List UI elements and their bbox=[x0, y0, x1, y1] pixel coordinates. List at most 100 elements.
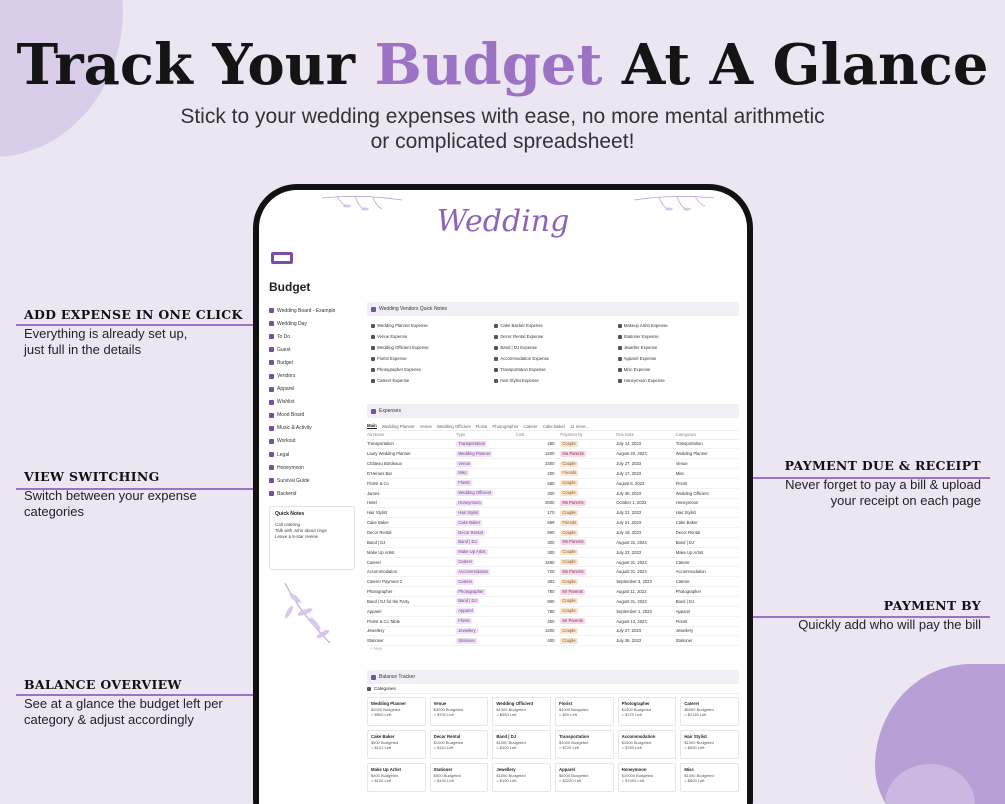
vendor-quick-note-label: Jeweller Expense bbox=[623, 345, 658, 350]
balance-card[interactable]: Apparel $4000 Budgeted = $3220 Left bbox=[555, 763, 614, 793]
table-row[interactable]: Band | DJ Band | DJ 300 Ms Parents August 31… bbox=[367, 537, 739, 548]
vendor-quick-note-button[interactable]: Honeymoon Expense bbox=[617, 375, 735, 386]
sidebar-item[interactable]: Apparel bbox=[269, 383, 355, 396]
balance-card[interactable]: Wedding Planner $2000 Budgeted = $800 Left bbox=[367, 697, 426, 727]
table-row[interactable]: Caterer Caterer 3490 Couple August 31, 2023 C… bbox=[367, 557, 739, 568]
balance-card[interactable]: Caterer $6000 Budgeted = $2118 Left bbox=[680, 697, 739, 727]
table-row[interactable]: James Wedding Officient 300 Couple July 30, … bbox=[367, 488, 739, 499]
balance-card[interactable]: Hair Stylist $1000 Budgeted = $830 Left bbox=[680, 730, 739, 760]
sidebar-item[interactable]: Music & Activity bbox=[269, 422, 355, 435]
table-row[interactable]: Accommodation Accommodation 720 Ms Parents A… bbox=[367, 566, 739, 578]
balance-card[interactable]: Transportation $1000 Budgeted = $720 Left bbox=[555, 730, 614, 760]
sidebar-item[interactable]: Vendors bbox=[269, 369, 355, 382]
view-tab[interactable]: Venue bbox=[419, 423, 432, 429]
view-tab[interactable]: Photographer bbox=[492, 423, 519, 429]
view-tab[interactable]: 11 more... bbox=[570, 423, 590, 429]
sidebar-item[interactable]: Guest bbox=[269, 343, 355, 356]
balance-card[interactable]: Venue $3000 Budgeted = $700 Left bbox=[429, 697, 489, 727]
view-tab[interactable]: Cake Baker bbox=[542, 423, 566, 429]
table-row[interactable]: Hair Stylist Hair Stylist 170 Couple July 21… bbox=[367, 507, 739, 519]
balance-card[interactable]: Decor Rental $1000 Budgeted = $110 Left bbox=[429, 730, 489, 760]
annotation-line bbox=[16, 694, 416, 696]
vendor-quick-note-button[interactable]: Caterer Expense bbox=[371, 375, 488, 386]
table-row[interactable]: D'Heroes Bar Misc 200 Friends July 17, 2023 M… bbox=[367, 468, 739, 479]
balance-card[interactable]: Cake Baker $500 Budgeted = $101 Left bbox=[367, 730, 426, 760]
table-row[interactable]: Caterer Payment 2 Caterer 382 Couple Septemb… bbox=[367, 576, 739, 588]
add-expense-button[interactable]: + New bbox=[370, 646, 382, 652]
table-row[interactable]: Make Up Artist Make Up Artist 300 Couple Jul… bbox=[367, 547, 739, 558]
table-cell: Mr Parents bbox=[560, 616, 617, 627]
sidebar-item[interactable]: Backend bbox=[269, 487, 355, 500]
sidebar-item[interactable]: Wishlist bbox=[269, 396, 355, 409]
sidebar-item[interactable]: Honeymoon bbox=[269, 461, 355, 474]
table-row[interactable]: Transportation Transportation 280 Couple Jul… bbox=[367, 439, 739, 450]
vendor-quick-note-button[interactable]: Cake Backer Expense bbox=[494, 320, 611, 331]
table-row[interactable]: Château Bordeaux Venue 2300 Couple July 27, … bbox=[367, 458, 739, 470]
sidebar-item[interactable]: Workout bbox=[269, 435, 355, 448]
vendor-quick-note-button[interactable]: Transportation Expense bbox=[494, 364, 611, 375]
table-row[interactable]: Florist & Co Table Florist 400 Mr Parents Au… bbox=[367, 616, 739, 627]
table-row[interactable]: Stationer Stationer 400 Couple July 26, 2023… bbox=[367, 635, 739, 647]
vendor-quick-note-button[interactable]: Decor Rental Expense bbox=[494, 331, 611, 342]
sidebar-item[interactable]: Survival Guide bbox=[269, 474, 355, 487]
view-tab[interactable]: Main bbox=[367, 423, 377, 429]
balance-card[interactable]: Accommodation $1500 Budgeted = $780 Left bbox=[617, 730, 677, 760]
sidebar-item[interactable]: Wedding Day bbox=[269, 317, 355, 330]
vendor-quick-note-label: Makeup Artist Expense bbox=[623, 323, 668, 328]
table-cell: Château Bordeaux bbox=[367, 458, 457, 470]
table-row[interactable]: Cake Baker Cake Baker 699 Friends July 21, 2… bbox=[367, 517, 739, 529]
balance-card[interactable]: Wedding Officient $1000 Budgeted = $650 Le… bbox=[492, 697, 551, 727]
vendor-quick-note-button[interactable]: Misc Expense bbox=[617, 364, 735, 375]
sidebar-item[interactable]: Mood Board bbox=[269, 409, 355, 422]
table-row[interactable]: Apparel Apparel 780 Couple September 1, 2023… bbox=[367, 606, 739, 617]
balance-card[interactable]: Photographer $1500 Budgeted = $720 Left bbox=[617, 697, 677, 727]
vendor-quick-note-button[interactable]: Florist Expense bbox=[371, 353, 488, 364]
table-cell: Misc bbox=[456, 468, 516, 479]
table-row[interactable]: Jewellery Jewellery 1400 Couple July 27, 202… bbox=[367, 626, 739, 637]
vendor-quick-note-button[interactable]: Venue Expense bbox=[371, 331, 488, 342]
vendor-quick-note-button[interactable]: Photographer Expense bbox=[371, 364, 488, 375]
vendor-quick-note-button[interactable]: Hair Stylist Expense bbox=[494, 375, 611, 386]
balance-categories-tab[interactable]: Categories bbox=[367, 684, 739, 695]
table-cell: James bbox=[367, 488, 457, 499]
table-cell: Transportation bbox=[675, 439, 739, 450]
balance-card[interactable]: Misc $1000 Budgeted = $800 Left bbox=[680, 763, 739, 793]
table-row[interactable]: Florist & Co Florist 580 Couple August 6, 20… bbox=[367, 478, 739, 489]
sidebar-item[interactable]: Wedding Board - Example bbox=[269, 304, 355, 317]
balance-card[interactable]: Band | DJ $1500 Budgeted = $400 Left bbox=[492, 730, 551, 760]
vendor-quick-note-button[interactable]: Accommodation Expense bbox=[494, 353, 611, 364]
table-cell: 720 bbox=[515, 566, 561, 578]
sidebar-item[interactable]: To Do bbox=[269, 330, 355, 343]
table-row[interactable]: Decor Rental Decor Rental 890 Couple July 18… bbox=[367, 527, 739, 538]
view-tab[interactable]: Florist bbox=[475, 423, 488, 429]
vendor-icon bbox=[617, 334, 622, 339]
headline: Track Your Budget At A Glance bbox=[0, 32, 1005, 98]
vendor-quick-note-button[interactable]: Band | DJ Expense bbox=[494, 342, 611, 353]
view-tab[interactable]: Wedding Officient bbox=[436, 423, 471, 429]
table-cell: 699 bbox=[515, 517, 561, 529]
payment-tag: Couple bbox=[560, 480, 578, 487]
balance-card[interactable]: Honeymoon $10000 Budgeted = $7400 Left bbox=[617, 763, 677, 793]
balance-card-name: Apparel bbox=[559, 767, 575, 773]
balance-card[interactable]: Make Up Artist $400 Budgeted = $100 Left bbox=[367, 763, 426, 793]
table-row[interactable]: Photographer Photographer 780 Mr Parents Aug… bbox=[367, 586, 739, 597]
vendor-quick-note-button[interactable]: Makeup Artist Expense bbox=[617, 320, 735, 331]
vendor-quick-note-button[interactable]: Apparel Expense bbox=[617, 353, 735, 364]
type-tag: Jewellery bbox=[456, 627, 478, 634]
table-row[interactable]: Band | DJ for the Party Band | DJ 800 Coupl… bbox=[367, 596, 739, 607]
vendor-quick-note-button[interactable]: Wedding Planner Expense bbox=[371, 320, 488, 331]
table-row[interactable]: Hotel Honeymoon 2600 Ms Parents October 1, 2… bbox=[367, 498, 739, 509]
view-tab[interactable]: Wedding Planner bbox=[381, 423, 415, 429]
sidebar-item[interactable]: Budget bbox=[269, 356, 355, 369]
table-row[interactable]: Laury Wedding Planner Wedding Planner 1200… bbox=[367, 448, 739, 460]
vendor-quick-note-button[interactable]: Wedding Officient Expense bbox=[371, 342, 488, 353]
balance-card[interactable]: Florist $1000 Budgeted = $20 Left bbox=[555, 697, 614, 727]
balance-card[interactable]: Jewellery $1500 Budgeted = $100 Left bbox=[492, 763, 551, 793]
sidebar-item[interactable]: Legal bbox=[269, 448, 355, 461]
balance-card[interactable]: Stationer $500 Budgeted = $100 Left bbox=[429, 763, 489, 793]
view-tab[interactable]: Caterer bbox=[523, 423, 538, 429]
vendor-quick-note-button[interactable]: Stationer Expense bbox=[617, 331, 735, 342]
vendor-quick-note-label: Accommodation Expense bbox=[500, 356, 550, 361]
vendor-quick-note-button[interactable]: Jeweller Expense bbox=[617, 342, 735, 353]
table-cell: 382 bbox=[515, 576, 561, 588]
